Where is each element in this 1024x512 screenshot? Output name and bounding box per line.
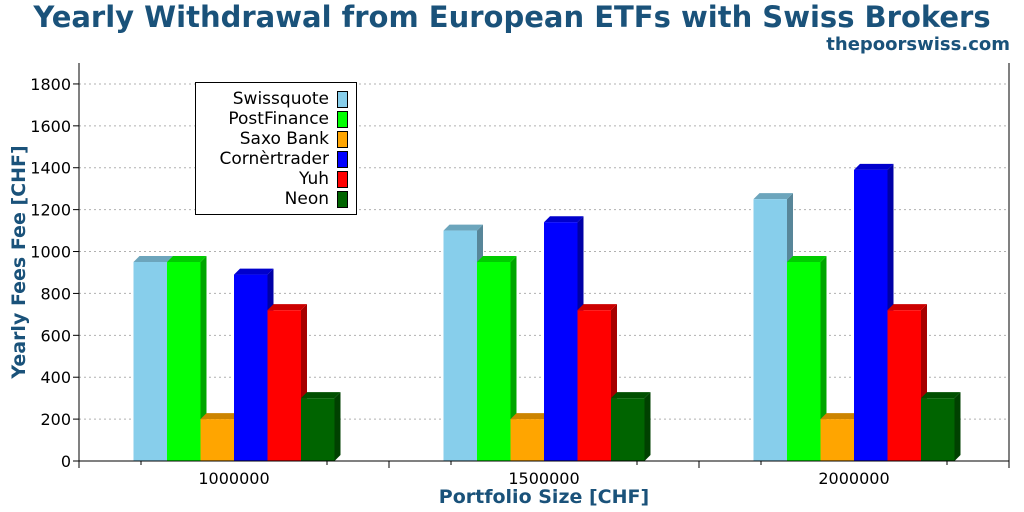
legend-swatch — [337, 150, 348, 168]
bar-top — [477, 256, 517, 262]
legend-item: Cornèrtrader — [219, 149, 348, 169]
y-tick-label: 1000 — [30, 243, 71, 262]
legend-item: Swissquote — [233, 89, 348, 109]
bar — [887, 310, 921, 461]
bar — [787, 262, 821, 461]
bar-top — [267, 304, 307, 311]
legend-label: Cornèrtrader — [219, 149, 330, 169]
legend-swatch — [337, 90, 348, 108]
legend-label: Swissquote — [232, 89, 329, 109]
bar — [820, 419, 854, 461]
bar — [854, 169, 888, 461]
bar-top — [787, 256, 827, 262]
legend-label: PostFinance — [228, 109, 329, 129]
source-label: thepoorswiss.com — [826, 34, 1010, 55]
chart-legend: Swissquote PostFinance Saxo Bank Cornèrtrad… — [195, 82, 357, 215]
x-tick-label: 2000000 — [818, 469, 889, 488]
y-tick-label: 1400 — [30, 159, 71, 178]
bar — [443, 230, 477, 461]
bar — [301, 398, 335, 461]
bar — [753, 199, 787, 461]
legend-label: Neon — [284, 189, 329, 209]
bar-side — [200, 256, 207, 461]
y-axis-label: Yearly Fees Fee [CHF] — [8, 145, 30, 379]
bar — [267, 310, 301, 461]
bar-top — [167, 256, 207, 262]
bar-top — [753, 193, 793, 200]
y-tick-label: 600 — [40, 326, 71, 345]
y-tick-label: 0 — [61, 452, 71, 471]
y-tick-label: 800 — [40, 284, 71, 303]
legend-label: Yuh — [299, 169, 329, 189]
legend-swatch — [337, 170, 348, 188]
bar-side — [644, 392, 651, 461]
y-tick-label: 200 — [40, 410, 71, 429]
y-tick-label: 1200 — [30, 201, 71, 220]
bar-top — [301, 392, 341, 399]
y-tick-label: 1800 — [30, 75, 71, 94]
bar-top — [921, 392, 961, 399]
bar-top — [544, 216, 584, 223]
bar — [477, 262, 511, 461]
bar — [234, 274, 268, 461]
bar-top — [133, 256, 173, 262]
bar-top — [854, 163, 894, 170]
bar — [544, 222, 578, 461]
bar-side — [334, 392, 341, 461]
x-tick-label: 1000000 — [198, 469, 269, 488]
chart-title: Yearly Withdrawal from European ETFs wit… — [33, 0, 991, 34]
x-tick-label: 1500000 — [508, 469, 579, 488]
bar — [611, 398, 645, 461]
legend-item: PostFinance — [228, 109, 348, 129]
bar-top — [577, 304, 617, 311]
bar-side — [820, 256, 827, 461]
legend-swatch — [337, 190, 348, 208]
legend-swatch — [337, 130, 348, 148]
legend-swatch — [337, 110, 348, 128]
bar-top — [443, 224, 483, 231]
legend-item: Neon — [285, 189, 348, 209]
legend-label: Saxo Bank — [239, 129, 329, 149]
bar-top — [887, 304, 927, 311]
bar-top — [200, 413, 240, 420]
bar — [921, 398, 955, 461]
bar-top — [234, 268, 274, 275]
bar-top — [510, 413, 550, 420]
bar — [133, 262, 167, 461]
y-tick-label: 400 — [40, 368, 71, 387]
bar — [577, 310, 611, 461]
bar — [167, 262, 201, 461]
bar-top — [611, 392, 651, 399]
bar — [510, 419, 544, 461]
legend-item: Yuh — [299, 169, 348, 189]
bar-side — [954, 392, 961, 461]
y-tick-label: 1600 — [30, 117, 71, 136]
bar-top — [820, 413, 860, 420]
bar-side — [510, 256, 517, 461]
x-axis-label: Portfolio Size [CHF] — [439, 486, 649, 508]
bar — [200, 419, 234, 461]
legend-item: Saxo Bank — [240, 129, 348, 149]
